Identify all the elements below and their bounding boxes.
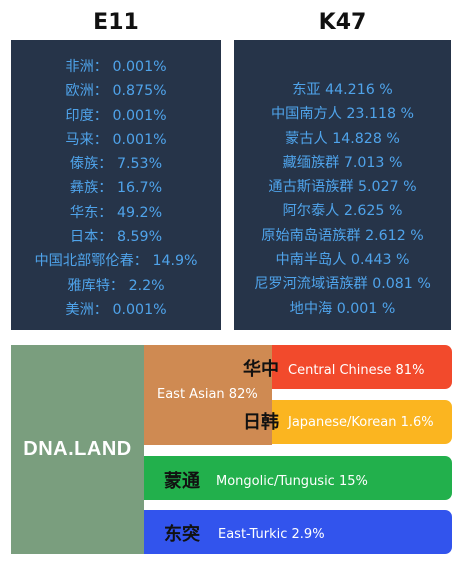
japanese-korean-en-label: Japanese/Korean 1.6% xyxy=(288,415,434,430)
e11-item: 欧洲： 0.875% xyxy=(65,83,167,100)
e11-item: 日本： 8.59% xyxy=(69,229,163,246)
e11-heading: E11 xyxy=(93,10,139,35)
east-turkic-en-label: East-Turkic 2.9% xyxy=(218,527,325,542)
k47-item: 通古斯语族群 5.027 % xyxy=(268,179,417,196)
japanese-korean-bar xyxy=(272,400,452,444)
dna-land-label: DNA.LAND xyxy=(23,438,132,460)
e11-item: 印度： 0.001% xyxy=(65,107,167,124)
e11-item: 彝族： 16.7% xyxy=(69,180,163,197)
e11-list: 非洲： 0.001% 欧洲： 0.875% 印度： 0.001% 马来： 0.0… xyxy=(11,55,221,322)
k47-item: 中南半岛人 0.443 % xyxy=(275,252,410,269)
k47-item: 原始南岛语族群 2.612 % xyxy=(261,227,424,244)
k47-list: 东亚 44.216 % 中国南方人 23.118 % 蒙古人 14.828 % … xyxy=(234,78,451,321)
east-asian-label: East Asian 82% xyxy=(157,387,258,402)
e11-item: 雅库特： 2.2% xyxy=(67,277,165,294)
mongolic-tungusic-zh-label: 蒙通 xyxy=(164,471,200,492)
k47-panel: 东亚 44.216 % 中国南方人 23.118 % 蒙古人 14.828 % … xyxy=(234,40,451,330)
mongolic-tungusic-en-label: Mongolic/Tungusic 15% xyxy=(216,474,368,489)
e11-item: 美洲： 0.001% xyxy=(65,301,167,318)
central-chinese-bar xyxy=(272,345,452,389)
central-chinese-zh-label: 华中 xyxy=(243,359,279,380)
k47-item: 尼罗河流域语族群 0.081 % xyxy=(254,276,431,293)
east-asian-block: East Asian 82% xyxy=(144,345,272,445)
k47-item: 藏缅族群 7.013 % xyxy=(282,154,403,171)
e11-item: 傣族： 7.53% xyxy=(69,156,163,173)
k47-item: 中国南方人 23.118 % xyxy=(270,106,415,123)
japanese-korean-zh-label: 日韩 xyxy=(243,412,279,433)
east-turkic-zh-label: 东突 xyxy=(164,524,200,545)
k47-heading: K47 xyxy=(318,10,367,35)
e11-item: 马来： 0.001% xyxy=(65,131,167,148)
k47-item: 地中海 0.001 % xyxy=(289,300,396,317)
east-turkic-bar xyxy=(144,510,452,554)
k47-item: 蒙古人 14.828 % xyxy=(285,130,400,147)
e11-item: 华东： 49.2% xyxy=(69,204,163,221)
e11-item: 中国北部鄂伦春： 14.9% xyxy=(34,253,198,270)
e11-item: 非洲： 0.001% xyxy=(65,59,167,75)
dna-land-block: DNA.LAND xyxy=(11,345,144,554)
central-chinese-en-label: Central Chinese 81% xyxy=(288,363,425,378)
k47-item: 东亚 44.216 % xyxy=(292,82,393,98)
mongolic-tungusic-bar xyxy=(144,456,452,500)
k47-item: 阿尔泰人 2.625 % xyxy=(282,203,403,220)
e11-panel: 非洲： 0.001% 欧洲： 0.875% 印度： 0.001% 马来： 0.0… xyxy=(11,40,221,330)
